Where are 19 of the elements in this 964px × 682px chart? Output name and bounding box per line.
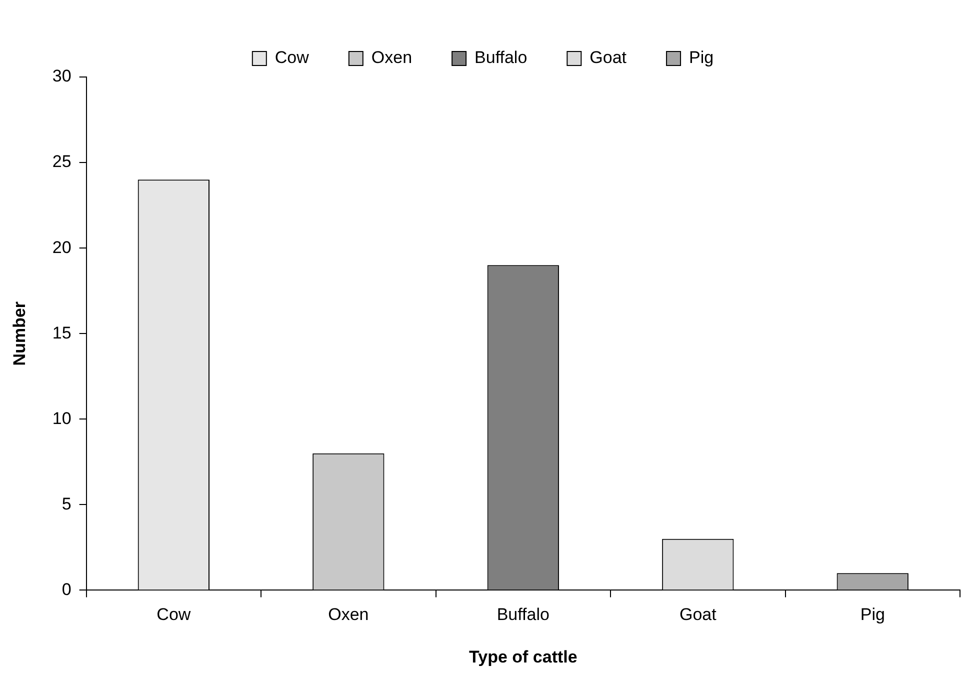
y-tick-label: 15: [52, 323, 72, 342]
x-axis-title: Type of cattle: [468, 647, 578, 666]
x-tick-label: Goat: [679, 605, 717, 624]
x-tick-label: Cow: [156, 605, 192, 624]
x-tick-label: Buffalo: [496, 605, 550, 624]
y-axis-title: Number: [10, 301, 29, 366]
y-tick-label: 20: [52, 238, 72, 257]
legend-label: Oxen: [371, 48, 412, 68]
x-tick-label: Pig: [860, 605, 885, 624]
y-tick-label: 0: [62, 580, 72, 599]
y-tick-label: 10: [52, 408, 72, 428]
y-tick-label: 25: [52, 152, 72, 172]
legend-label: Buffalo: [474, 48, 528, 68]
legend-label: Pig: [689, 48, 714, 68]
x-tick-label: Oxen: [328, 605, 369, 624]
y-tick-label: 5: [62, 494, 72, 514]
legend-label: Goat: [590, 48, 627, 68]
legend-label: Cow: [274, 48, 310, 68]
y-tick-label: 30: [52, 66, 72, 86]
